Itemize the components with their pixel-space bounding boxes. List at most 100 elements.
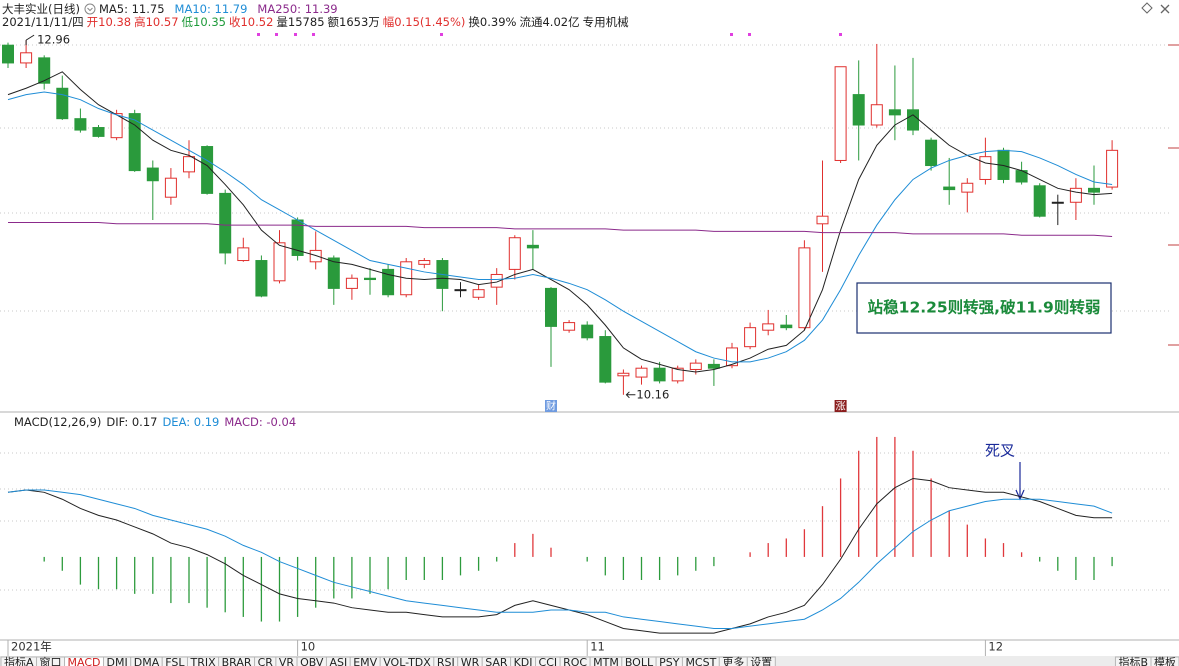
pin-icon[interactable] — [1141, 2, 1153, 14]
tab-label[interactable]: 指标B — [1118, 655, 1148, 666]
tab[interactable] — [746, 656, 776, 666]
signal-dot — [748, 33, 751, 36]
tab-label[interactable]: PSY — [659, 656, 680, 666]
candle-body — [617, 372, 630, 377]
candle-body — [454, 289, 467, 292]
tab-label[interactable]: ROC — [563, 656, 587, 666]
candle-body — [707, 363, 720, 369]
signal-dot — [294, 33, 297, 36]
candle-body — [1106, 149, 1119, 188]
macd-line — [7, 477, 1113, 634]
tab-label[interactable]: VOL-TDX — [383, 656, 431, 666]
candle-body — [888, 109, 901, 116]
tab-label[interactable]: WR — [461, 656, 480, 666]
tab-label[interactable]: KDJ — [514, 656, 533, 666]
tab-label[interactable]: ASI — [329, 656, 347, 666]
ma-line — [7, 91, 1113, 363]
info-item: 换0.39% — [468, 15, 516, 29]
candle-body — [418, 260, 431, 265]
high-marker — [25, 34, 35, 46]
info-item: 低10.35 — [182, 15, 226, 29]
candle-body — [798, 247, 811, 329]
candle-body — [907, 109, 919, 131]
signal-dot — [257, 33, 260, 36]
tab-label[interactable]: VR — [279, 656, 295, 666]
signal-dot — [312, 33, 315, 36]
close-icon[interactable] — [1160, 4, 1170, 14]
info-item: 收10.52 — [229, 15, 273, 29]
candle-body — [364, 277, 376, 281]
candle-body — [237, 247, 250, 262]
candle-body — [183, 156, 195, 173]
signal-dots — [257, 33, 842, 36]
tab-label[interactable]: CR — [258, 656, 274, 666]
ma-line — [7, 71, 1113, 373]
candle-body — [490, 273, 503, 288]
candle-body — [38, 57, 51, 84]
tab-label[interactable]: OBV — [300, 656, 324, 666]
ma-legend: MA5: 11.75 MA10: 11.79 MA250: 11.39 — [99, 2, 338, 16]
tab-label[interactable]: 指标A — [4, 655, 34, 666]
ma-line — [8, 222, 1113, 237]
legend-entry: DEA: 0.19 — [162, 415, 219, 429]
tab-label[interactable]: RSI — [437, 656, 455, 666]
tab-label[interactable]: BOLL — [625, 656, 654, 666]
grid — [0, 44, 1170, 591]
candle-body — [581, 324, 594, 339]
candle-body — [943, 186, 956, 191]
dropdown-icon[interactable] — [84, 3, 96, 15]
info-item: 额1653万 — [328, 15, 380, 29]
tab-label[interactable]: FSL — [165, 656, 185, 666]
candle-body — [309, 249, 322, 263]
legend-entry: DIF: 0.17 — [106, 415, 157, 429]
high-label: 12.96 — [37, 33, 70, 47]
candle-body — [345, 277, 358, 289]
header-title: 大丰实业(日线) — [2, 2, 80, 16]
macd-title: MACD(12,26,9) — [14, 415, 101, 429]
candle-body — [852, 94, 865, 126]
candle-body — [780, 324, 793, 329]
tab-label[interactable]: 模板 — [1154, 655, 1176, 666]
tab-label[interactable]: BRAR — [222, 656, 252, 666]
signal-dot — [440, 33, 443, 36]
tab-label[interactable]: DMI — [107, 656, 128, 666]
tab-label[interactable]: MTM — [593, 656, 619, 666]
candle-body — [508, 237, 521, 270]
candle-body — [327, 257, 340, 289]
tab[interactable] — [1114, 656, 1152, 666]
candle-body — [92, 127, 105, 137]
tab-label[interactable]: TRIX — [189, 656, 216, 666]
info-item: 开10.38 — [87, 15, 131, 29]
candle-body — [744, 327, 757, 348]
info-item: 流通4.02亿 — [519, 15, 579, 29]
event-label: 涨 — [836, 401, 846, 413]
candle-body — [164, 177, 177, 198]
legend-entry: MA5: 11.75 — [99, 2, 165, 16]
low-label: 10.16 — [636, 387, 669, 401]
stock-title: 大丰实业(日线) — [2, 2, 80, 16]
candle-body — [273, 242, 286, 282]
tab-label[interactable]: SAR — [485, 656, 508, 666]
tab-label[interactable]: MACD — [68, 656, 101, 666]
info-item: 专用机械 — [583, 15, 629, 29]
tab-label[interactable]: MCST — [685, 656, 716, 666]
tab-label[interactable]: CCI — [539, 656, 558, 666]
candle-body — [653, 367, 666, 382]
tab-label[interactable]: DMA — [134, 656, 160, 666]
annotation-box — [856, 282, 1112, 334]
x-tick-label: 11 — [590, 640, 605, 654]
tab-label[interactable]: 窗口 — [40, 655, 62, 666]
event-label: 财 — [546, 400, 556, 413]
candle-body — [762, 323, 775, 331]
candle-body — [20, 52, 33, 64]
info-item: 2021/11/11/四 — [2, 15, 84, 29]
candle-body — [599, 336, 612, 383]
tab-label[interactable]: EMV — [353, 656, 377, 666]
candle-body — [2, 44, 14, 64]
low-marker — [625, 391, 636, 399]
candle-body — [74, 118, 87, 131]
candle-body — [545, 287, 557, 327]
tab-label[interactable]: 更多 — [722, 655, 744, 666]
tab-label[interactable]: 设置 — [750, 656, 772, 666]
